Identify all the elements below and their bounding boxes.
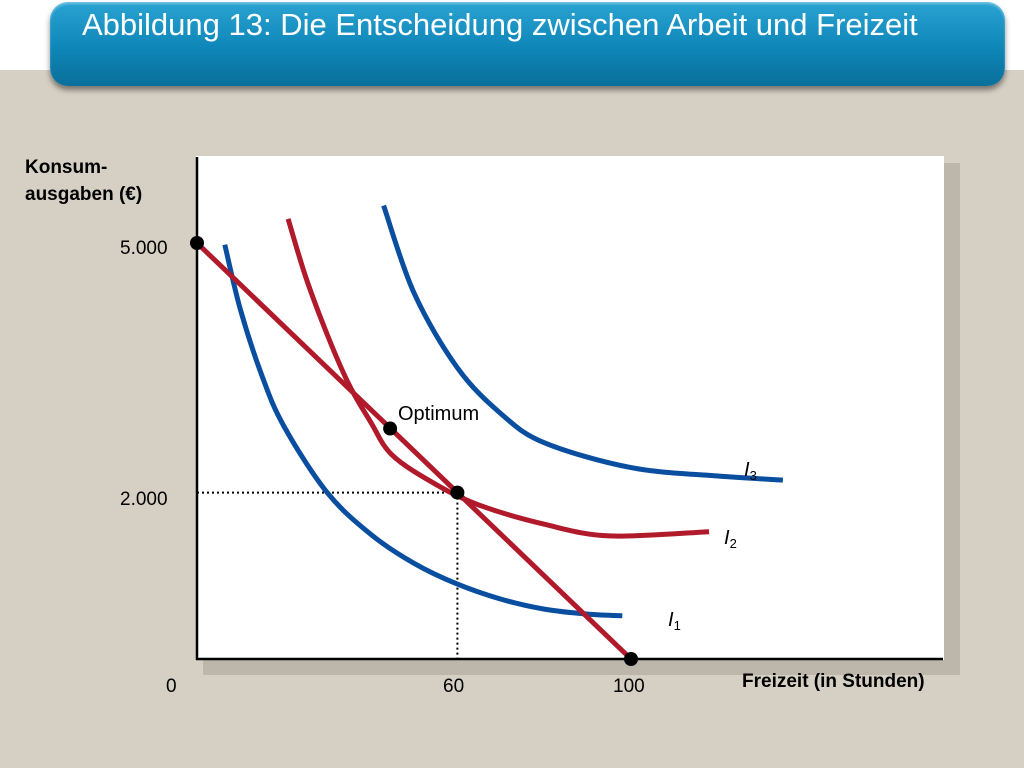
data-point [190, 236, 204, 250]
y-tick-label: 2.000 [120, 489, 168, 510]
budget-line [195, 241, 633, 661]
y-axis-label: Konsum-ausgaben (€) [25, 157, 143, 205]
indifference-curve-i3 [381, 204, 784, 483]
indifference-curve-i1 [222, 244, 623, 619]
curve-label-i2: I2 [724, 527, 737, 551]
x-tick-label: 100 [613, 676, 645, 697]
optimum-label: Optimum [398, 403, 480, 425]
curve-label-i3: I3 [744, 459, 757, 483]
data-point [624, 652, 638, 666]
slide-title-bar: Abbildung 13: Die Entscheidung zwischen … [50, 2, 1005, 86]
y-tick-label: 5.000 [120, 238, 168, 259]
data-point [450, 485, 465, 500]
indifference-curve-i2 [285, 218, 710, 539]
x-tick-label: 60 [443, 676, 465, 697]
optimum-point [383, 421, 398, 436]
chart-panel [196, 156, 944, 660]
slide-title: Abbildung 13: Die Entscheidung zwischen … [82, 7, 918, 42]
curve-label-i1: I1 [668, 609, 681, 633]
x-tick-label: 0 [166, 676, 177, 697]
x-axis-label: Freizeit (in Stunden) [742, 671, 925, 692]
